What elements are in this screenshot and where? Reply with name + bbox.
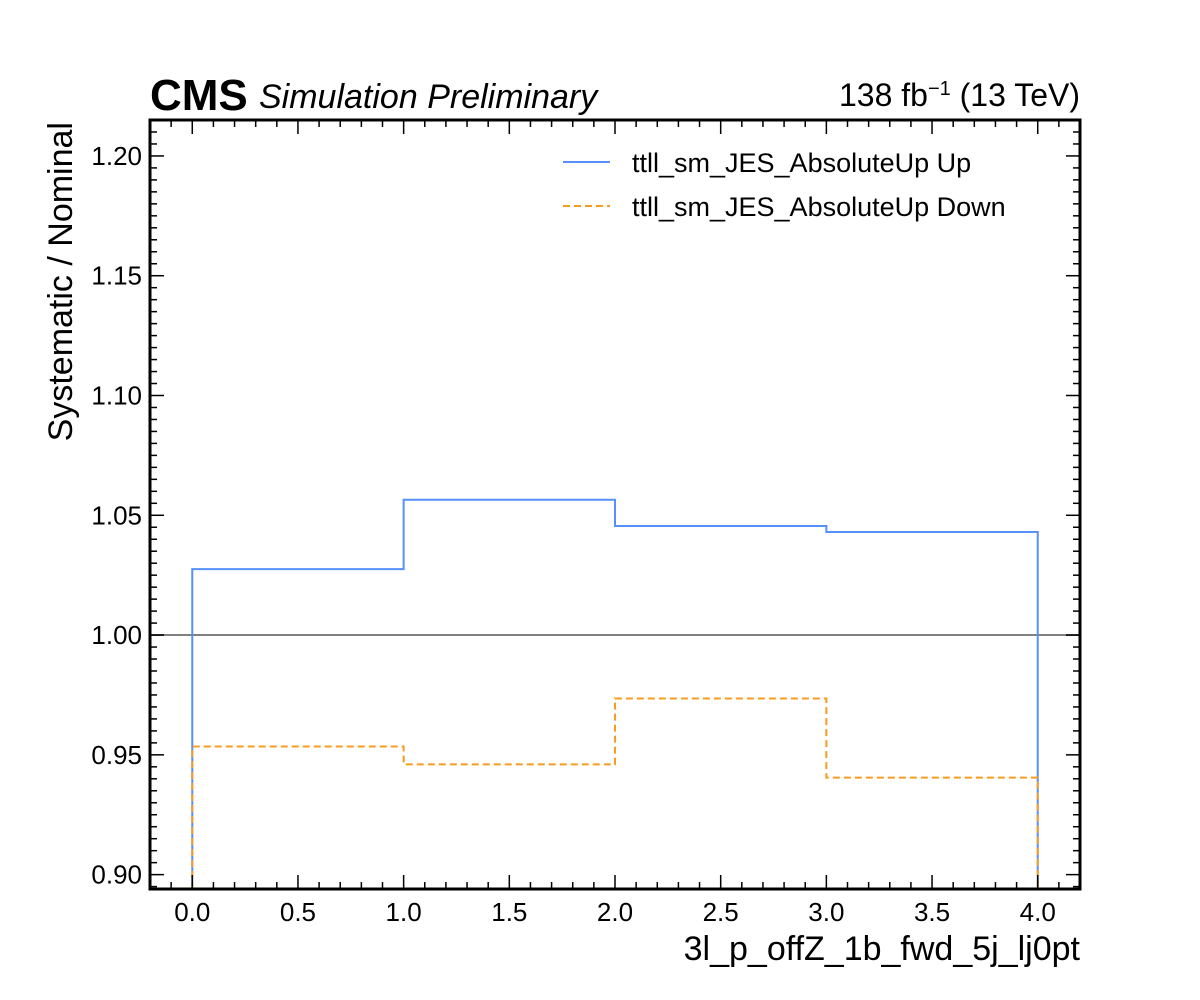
axes-frame xyxy=(148,118,1082,891)
plot-area xyxy=(150,498,1080,889)
y-axis-title: Systematic / Nominal xyxy=(42,122,80,441)
luminosity-label: 138 fb−1 (13 TeV) xyxy=(839,77,1080,113)
x-tick-label: 2.0 xyxy=(597,897,633,927)
legend: ttll_sm_JES_AbsoluteUp Up ttll_sm_JES_Abs… xyxy=(563,148,1006,222)
x-tick-label: 0.0 xyxy=(174,897,210,927)
x-axis-title: 3l_p_offZ_1b_fwd_5j_lj0pt xyxy=(684,930,1081,968)
legend-label: ttll_sm_JES_AbsoluteUp Up xyxy=(632,148,971,178)
x-tick-label: 1.0 xyxy=(386,897,422,927)
lumi-exponent: −1 xyxy=(928,78,951,100)
y-tick-label: 1.10 xyxy=(91,380,142,410)
y-tick-label: 1.05 xyxy=(91,500,142,530)
x-axis-tick-labels: 0.0 0.5 1.0 1.5 2.0 2.5 3.0 3.5 4.0 xyxy=(174,897,1056,927)
series-line-down xyxy=(191,697,1039,889)
x-tick-label: 1.5 xyxy=(491,897,527,927)
series-line-up xyxy=(191,498,1039,889)
y-axis-tick-labels: 0.90 0.95 1.00 1.05 1.10 1.15 1.20 xyxy=(91,141,142,890)
energy-label: (13 TeV) xyxy=(951,77,1080,113)
y-tick-label: 1.20 xyxy=(91,141,142,171)
simulation-preliminary-label: Simulation Preliminary xyxy=(259,78,599,116)
lumi-value: 138 fb xyxy=(839,77,928,113)
x-tick-label: 3.5 xyxy=(914,897,950,927)
y-tick-label: 1.15 xyxy=(91,261,142,291)
y-tick-label: 1.00 xyxy=(91,620,142,650)
x-tick-label: 3.0 xyxy=(808,897,844,927)
legend-label: ttll_sm_JES_AbsoluteUp Down xyxy=(632,192,1006,222)
cms-label: CMS xyxy=(150,71,248,120)
y-tick-label: 0.90 xyxy=(91,860,142,890)
y-tick-label: 0.95 xyxy=(91,740,142,770)
x-tick-label: 0.5 xyxy=(280,897,316,927)
x-tick-label: 2.5 xyxy=(703,897,739,927)
x-tick-label: 4.0 xyxy=(1020,897,1056,927)
